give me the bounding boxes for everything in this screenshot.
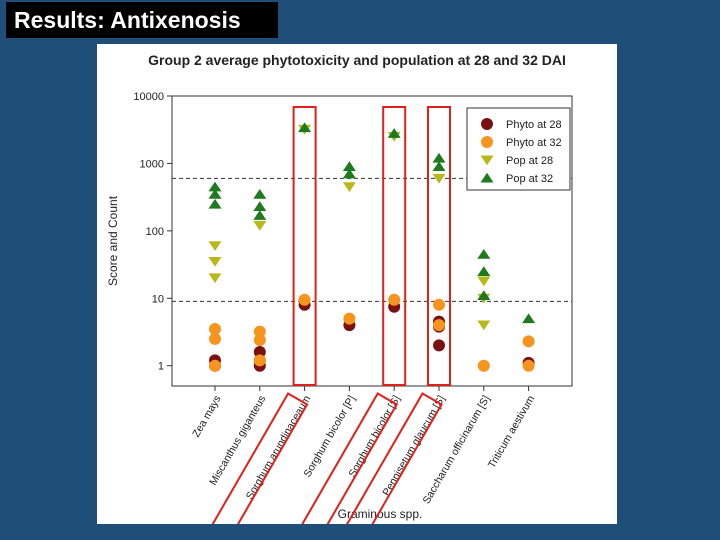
legend-marker-3 [480, 172, 494, 183]
chart-title: Group 2 average phytotoxicity and popula… [148, 52, 566, 68]
point-phyto-at-32-4-0 [388, 293, 401, 306]
point-phyto-at-32-7-1 [522, 359, 535, 372]
point-pop-at-32-5-1 [432, 161, 446, 172]
highlight-label-0 [211, 392, 309, 524]
point-phyto-at-32-7-0 [522, 335, 535, 348]
point-pop-at-28-0-1 [208, 257, 222, 267]
y-axis-label: Score and Count [106, 195, 120, 286]
point-phyto-at-32-1-2 [253, 354, 266, 367]
point-phyto-at-28-5-2 [433, 339, 445, 352]
legend-label-2: Pop at 28 [506, 155, 553, 167]
point-pop-at-28-0-0 [208, 241, 222, 252]
legend-marker-1 [481, 136, 493, 148]
legend-marker-0 [481, 118, 493, 130]
point-phyto-at-28-1-0 [253, 345, 266, 358]
point-phyto-at-32-0-1 [209, 332, 221, 345]
point-phyto-at-32-2-0 [298, 293, 311, 306]
point-pop-at-32-0-1 [208, 188, 222, 199]
point-pop-at-32-1-0 [253, 188, 267, 199]
point-pop-at-32-4-0 [387, 128, 401, 138]
point-pop-at-28-0-2 [208, 273, 222, 284]
point-pop-at-32-2-0 [298, 122, 312, 133]
x-tick-label-7: Triticum aestivum [486, 393, 537, 470]
point-phyto-at-32-0-2 [209, 359, 221, 372]
point-pop-at-28-6-2 [477, 320, 491, 331]
highlight-column-1 [382, 106, 407, 386]
point-pop-at-32-6-0 [477, 249, 491, 259]
point-pop-at-28-1-0 [253, 220, 267, 231]
chart-panel: Group 2 average phytotoxicity and popula… [97, 44, 617, 524]
point-pop-at-32-7-0 [522, 313, 536, 324]
legend-label-3: Pop at 32 [506, 173, 553, 185]
point-pop-at-32-5-0 [432, 152, 446, 163]
point-phyto-at-32-1-1 [253, 334, 266, 347]
point-pop-at-32-1-2 [253, 210, 267, 220]
point-pop-at-32-3-0 [342, 161, 356, 172]
point-phyto-at-32-0-0 [209, 323, 221, 336]
y-tick-label-1: 10 [152, 293, 164, 305]
legend-marker-2 [480, 155, 494, 166]
point-pop-at-32-1-1 [253, 201, 267, 212]
highlight-label-1 [301, 392, 399, 524]
highlight-label-2 [346, 392, 443, 524]
x-tick-label-0: Zea mays [190, 394, 223, 440]
point-pop-at-28-5-0 [432, 173, 446, 184]
point-phyto-at-32-6-0 [477, 359, 490, 372]
legend-label-0: Phyto at 28 [506, 119, 562, 131]
point-pop-at-32-0-2 [208, 198, 222, 209]
point-pop-at-28-6-0 [477, 276, 491, 287]
y-tick-label-0: 1 [158, 361, 164, 373]
point-phyto-at-32-5-1 [433, 319, 445, 332]
legend-label-1: Phyto at 32 [506, 137, 562, 149]
point-pop-at-32-6-2 [477, 290, 491, 301]
chart-svg: Group 2 average phytotoxicity and popula… [106, 52, 573, 524]
highlight-column-2 [427, 106, 451, 386]
point-pop-at-32-3-1 [342, 168, 356, 179]
x-axis-label: Graminous spp. [338, 507, 423, 521]
y-tick-label-4: 10000 [133, 91, 164, 103]
slide-title: Results: Antixenosis [6, 2, 278, 38]
plot-frame [171, 95, 573, 387]
point-pop-at-32-6-1 [477, 266, 491, 276]
y-tick-label-2: 100 [146, 226, 164, 238]
point-phyto-at-32-5-0 [433, 298, 445, 311]
y-tick-label-3: 1000 [140, 158, 164, 170]
point-pop-at-28-3-0 [342, 182, 356, 193]
point-pop-at-32-0-0 [208, 181, 222, 192]
point-phyto-at-32-1-0 [253, 325, 266, 338]
point-phyto-at-32-3-0 [343, 312, 356, 325]
highlight-column-0 [292, 106, 317, 386]
